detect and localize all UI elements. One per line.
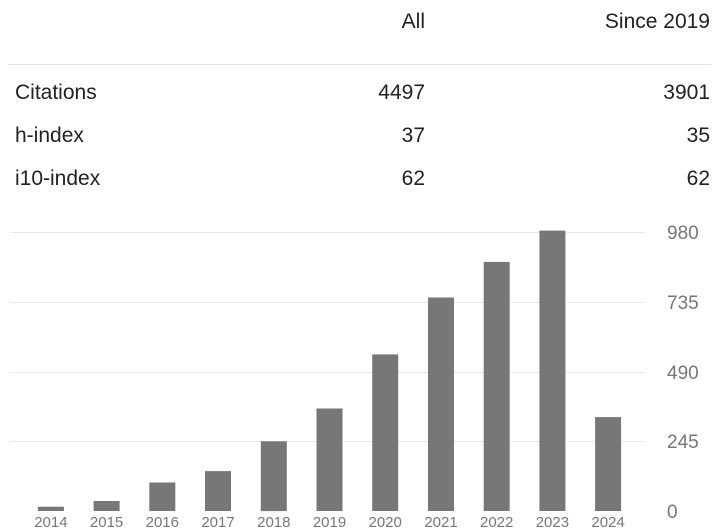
bar-2016	[149, 482, 176, 511]
x-tick-label: 2017	[201, 514, 234, 529]
y-tick-label: 980	[667, 223, 699, 244]
x-tick-label: 2014	[34, 514, 67, 529]
header-divider	[8, 64, 711, 65]
column-header-since-2019: Since 2019	[604, 10, 710, 33]
h-index-since-value: 35	[686, 124, 710, 147]
bar-2015	[93, 501, 120, 511]
citations-all-value: 4497	[378, 81, 425, 104]
y-tick-label: 0	[667, 502, 678, 523]
bar-2024	[595, 417, 622, 511]
bar-2022	[483, 261, 510, 511]
bar-2014	[37, 506, 64, 511]
y-tick-label: 245	[667, 432, 699, 453]
bar-2023	[539, 230, 566, 511]
bar-2020	[372, 354, 399, 511]
bar-2017	[205, 471, 231, 511]
citations-since-value: 3901	[663, 81, 710, 104]
x-tick-label: 2018	[257, 514, 290, 529]
x-tick-label: 2024	[591, 514, 624, 529]
h-index-all-value: 37	[401, 124, 425, 147]
row-label-i10-index: i10-index	[15, 167, 101, 190]
bar-2019	[316, 408, 343, 511]
bar-2018	[260, 441, 287, 512]
citation-stats-table: All Since 2019 Citations 4497 3901 h-ind…	[0, 0, 713, 200]
x-tick-label: 2015	[90, 514, 123, 529]
y-tick-label: 735	[667, 293, 699, 314]
x-tick-label: 2022	[480, 514, 513, 529]
bar-2021	[428, 297, 454, 511]
x-tick-label: 2023	[536, 514, 569, 529]
x-tick-label: 2020	[369, 514, 402, 529]
i10-index-all-value: 62	[401, 167, 425, 190]
x-tick-label: 2021	[424, 514, 457, 529]
x-tick-label: 2016	[146, 514, 179, 529]
x-tick-label: 2019	[313, 514, 346, 529]
row-label-citations: Citations	[15, 81, 97, 104]
y-tick-label: 490	[667, 363, 699, 384]
row-label-h-index: h-index	[15, 124, 84, 147]
column-header-all: All	[401, 10, 425, 33]
i10-index-since-value: 62	[686, 167, 710, 190]
